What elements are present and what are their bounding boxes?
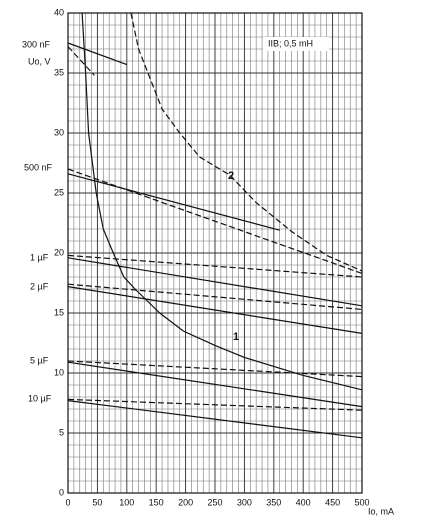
x-tick-label: 150 bbox=[149, 497, 164, 507]
x-tick-label: 350 bbox=[266, 497, 281, 507]
curve bbox=[81, 12, 363, 391]
grid bbox=[67, 12, 363, 494]
x-tick-label: 50 bbox=[92, 497, 102, 507]
annotation: 1 bbox=[233, 331, 239, 343]
y-tick-label: 15 bbox=[54, 307, 64, 317]
y-tick-label: 30 bbox=[54, 127, 64, 137]
y-tick-label: 35 bbox=[54, 67, 64, 77]
annotation: 2 bbox=[228, 170, 234, 182]
y-tick-label: 0 bbox=[59, 487, 64, 497]
curve bbox=[67, 286, 363, 334]
y-tick-label: 40 bbox=[54, 7, 64, 17]
annotation: 2 µF bbox=[30, 281, 49, 291]
x-tick-label: 250 bbox=[207, 497, 222, 507]
curve bbox=[67, 46, 95, 76]
curve bbox=[67, 400, 363, 439]
annotation-box bbox=[263, 37, 329, 51]
x-tick-label: 500 bbox=[354, 497, 369, 507]
y-tick-label: 20 bbox=[54, 247, 64, 257]
x-tick-label: 200 bbox=[178, 497, 193, 507]
y-tick-label: 25 bbox=[54, 187, 64, 197]
curve bbox=[67, 398, 363, 411]
x-tick-label: 300 bbox=[237, 497, 252, 507]
curve bbox=[67, 42, 128, 66]
annotation: IIB; 0,5 mH bbox=[268, 38, 313, 48]
annotation: 300 nF bbox=[22, 39, 51, 49]
annotation: 10 µF bbox=[28, 393, 52, 403]
x-tick-label: 400 bbox=[296, 497, 311, 507]
y-tick-label: 5 bbox=[59, 427, 64, 437]
x-axis-label: Io, mA bbox=[368, 506, 394, 516]
curve bbox=[67, 168, 363, 274]
annotation: 1 µF bbox=[30, 252, 49, 262]
plot-frame bbox=[67, 12, 363, 494]
x-tick-label: 100 bbox=[119, 497, 134, 507]
x-tick-label: 450 bbox=[325, 497, 340, 507]
curve bbox=[67, 361, 363, 408]
curve bbox=[67, 257, 363, 307]
curve bbox=[67, 283, 363, 310]
curve bbox=[67, 360, 363, 378]
y-tick-label: 10 bbox=[54, 367, 64, 377]
x-tick-label: 0 bbox=[65, 497, 70, 507]
annotation: 500 nF bbox=[24, 162, 53, 172]
curve bbox=[67, 254, 363, 278]
annotation: 5 µF bbox=[30, 355, 49, 365]
curve bbox=[130, 12, 363, 272]
curve bbox=[67, 173, 280, 231]
y-axis-label: Uo, V bbox=[28, 56, 51, 66]
